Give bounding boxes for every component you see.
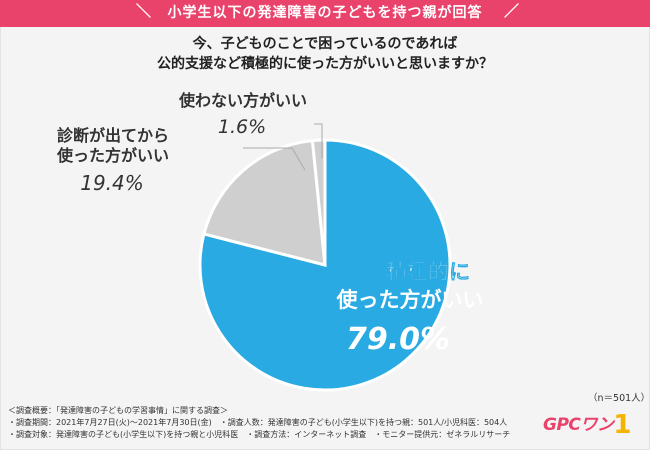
slice-value-label: 1.6% bbox=[218, 116, 266, 138]
slice-label-line2: 使った方がいい bbox=[56, 146, 169, 165]
notes-line-3: ・調査対象：発達障害の子ども(小学生以下)を持つ親と小児科医 ・調査方法：インタ… bbox=[8, 430, 511, 439]
slice-label-line2: 使った方がいい bbox=[336, 288, 484, 312]
leader-line-diagnosis bbox=[243, 147, 306, 171]
notes-line-2: ・調査期間：2021年7月27日(火)〜2021年7月30日(金) ・調査人数：… bbox=[8, 418, 508, 427]
leader-line-not-use bbox=[314, 123, 323, 158]
survey-question: 今、子どものことで困っているのであれば 公的支援など積極的に使った方がいいと思い… bbox=[0, 34, 650, 74]
leader-lines bbox=[243, 123, 323, 171]
slice-value-label: 79.0% bbox=[346, 322, 450, 357]
gpc-logo: GPCワン1 bbox=[543, 410, 631, 440]
banner-title: 小学生以下の発達障害の子どもを持つ親が回答 bbox=[167, 5, 483, 21]
question-line-2: 公的支援など積極的に使った方がいいと思いますか？ bbox=[157, 56, 493, 72]
question-line-1: 今、子どものことで困っているのであれば bbox=[192, 36, 458, 52]
slice-label-line1: 積極的に bbox=[386, 260, 470, 284]
banner-slash-right-icon: ／ bbox=[504, 2, 520, 20]
slice-label-line1: 使わない方がいい bbox=[178, 91, 307, 110]
sample-size: （n＝501人） bbox=[588, 393, 650, 404]
slice-label-line1: 診断が出てから bbox=[57, 126, 169, 145]
logo-digit: 1 bbox=[613, 410, 631, 440]
banner-slash-left-icon: ＼ bbox=[136, 2, 152, 20]
logo-text: GPCワン bbox=[543, 415, 614, 435]
survey-notes: ＜調査概要：「発達障害の子どもの学習事情」に関する調査＞ ・調査期間：2021年… bbox=[8, 405, 568, 441]
pie-slice-1 bbox=[202, 138, 327, 267]
pie-slices bbox=[198, 138, 452, 392]
slice-value-label: 19.4% bbox=[80, 171, 144, 195]
notes-line-1: ＜調査概要：「発達障害の子どもの学習事情」に関する調査＞ bbox=[8, 406, 228, 415]
pie-slice-2 bbox=[310, 138, 327, 266]
header-banner: 小学生以下の発達障害の子どもを持つ親が回答 bbox=[0, 0, 650, 27]
